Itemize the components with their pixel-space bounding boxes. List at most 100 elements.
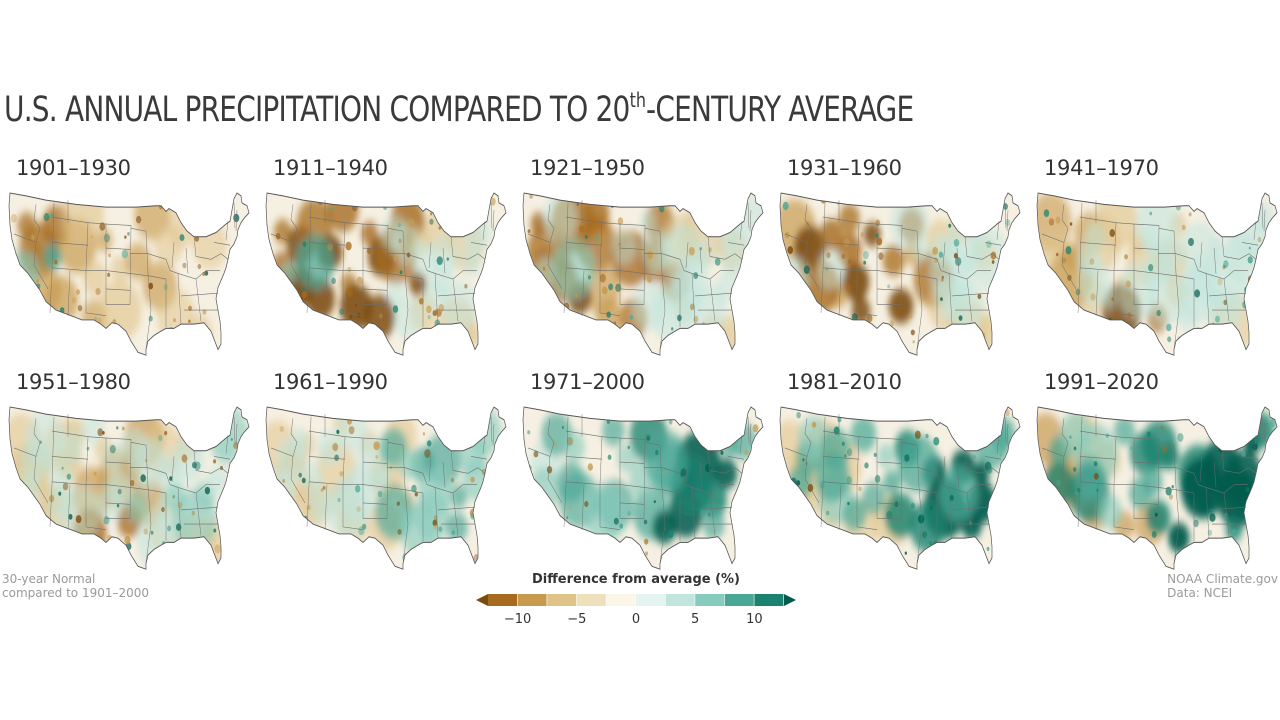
anomaly-speckle xyxy=(432,310,437,317)
anomaly-speckle xyxy=(289,528,292,532)
state-boundary xyxy=(709,278,716,322)
anomaly-speckle xyxy=(172,495,175,499)
anomaly-speckle xyxy=(204,486,211,495)
anomaly-speckle xyxy=(608,283,614,291)
dry-anomaly-area xyxy=(841,262,870,302)
anomaly-speckle xyxy=(914,430,921,440)
wet-anomaly-area xyxy=(101,442,123,472)
state-boundary xyxy=(308,202,312,271)
wet-anomaly-area xyxy=(1145,499,1171,535)
anomaly-speckle xyxy=(356,276,363,286)
anomaly-speckle xyxy=(62,482,69,491)
anomaly-speckle xyxy=(1068,309,1074,317)
anomaly-speckle xyxy=(164,430,168,436)
state-boundary xyxy=(527,418,555,457)
anomaly-speckle xyxy=(676,195,683,204)
anomaly-speckle xyxy=(383,343,389,351)
anomaly-speckle xyxy=(708,246,712,253)
anomaly-speckle xyxy=(186,408,191,415)
anomaly-speckle xyxy=(426,440,432,447)
anomaly-speckle xyxy=(608,323,613,330)
wet-anomaly-area xyxy=(542,193,577,243)
anomaly-speckle xyxy=(1157,344,1163,352)
anomaly-speckle xyxy=(426,305,432,314)
anomaly-speckle xyxy=(1107,558,1110,562)
wet-anomaly-area xyxy=(290,428,309,455)
state-boundary xyxy=(193,236,212,260)
state-boundary xyxy=(386,487,424,494)
anomaly-speckle xyxy=(714,198,720,207)
anomaly-speckle xyxy=(607,454,612,460)
state-boundary xyxy=(1213,247,1217,274)
anomaly-speckle xyxy=(751,334,756,340)
state-boundary xyxy=(13,204,41,243)
legend-arrow-dry xyxy=(476,594,488,606)
anomaly-speckle xyxy=(1263,277,1267,283)
footnote-left-line1: 30-year Normal xyxy=(2,572,96,586)
anomaly-speckle xyxy=(1069,435,1072,439)
anomaly-speckle xyxy=(578,225,585,233)
anomaly-speckle xyxy=(58,326,64,334)
anomaly-speckle xyxy=(373,441,380,451)
anomaly-speckle xyxy=(713,342,717,347)
anomaly-speckle xyxy=(97,428,104,437)
state-boundary xyxy=(1208,292,1247,297)
state-boundary xyxy=(1238,253,1257,260)
state-boundary xyxy=(876,288,902,291)
anomaly-speckle xyxy=(6,564,7,567)
wet-anomaly-area xyxy=(889,194,929,251)
state-boundary xyxy=(1213,461,1217,488)
state-boundary xyxy=(565,416,569,485)
state-boundary xyxy=(1079,216,1117,271)
state-boundary xyxy=(482,221,486,240)
dry-anomaly-area xyxy=(156,289,196,345)
anomaly-speckle xyxy=(54,259,58,265)
panel-period-label: 1961–1990 xyxy=(273,370,388,394)
state-boundary xyxy=(1079,416,1083,485)
wet-anomaly-area xyxy=(1097,494,1123,530)
state-boundary xyxy=(51,242,89,246)
anomaly-speckle xyxy=(306,504,311,511)
anomaly-speckle xyxy=(743,274,747,279)
state-boundary xyxy=(1263,423,1266,446)
anomaly-speckle xyxy=(355,485,361,493)
dry-anomaly-area xyxy=(98,279,142,341)
panel-period-label: 1921–1950 xyxy=(530,156,645,180)
anomaly-speckle xyxy=(986,546,990,552)
state-boundary xyxy=(619,288,645,291)
anomaly-speckle xyxy=(739,214,744,220)
state-boundary xyxy=(51,430,89,485)
state-boundary xyxy=(547,456,563,504)
anomaly-speckle xyxy=(1139,407,1146,412)
wet-anomaly-area xyxy=(929,244,972,304)
anomaly-speckle xyxy=(458,540,464,548)
anomaly-speckle xyxy=(721,547,726,553)
state-boundary xyxy=(956,247,960,274)
state-boundary xyxy=(981,467,1000,474)
state-boundary xyxy=(876,223,903,305)
anomaly-speckle xyxy=(191,510,195,516)
state-boundary xyxy=(727,242,745,246)
anomaly-speckle xyxy=(941,277,944,282)
anomaly-speckle xyxy=(787,246,794,254)
anomaly-speckle xyxy=(86,446,90,451)
state-boundary xyxy=(1133,502,1159,505)
state-boundary xyxy=(210,467,229,474)
anomaly-speckle xyxy=(1223,299,1228,306)
wet-anomaly-area xyxy=(909,501,946,553)
anomaly-speckle xyxy=(1162,445,1168,453)
anomaly-speckle xyxy=(745,557,751,565)
state-boundary xyxy=(171,242,175,268)
anomaly-speckle xyxy=(587,188,589,191)
state-boundary xyxy=(1223,278,1230,322)
footnote-source: NOAA Climate.gov Data: NCEI xyxy=(1167,572,1278,600)
state-boundary xyxy=(1241,242,1259,246)
state-boundary xyxy=(1061,456,1077,504)
anomaly-speckle xyxy=(1127,312,1132,319)
anomaly-speckle xyxy=(753,459,760,469)
anomaly-speckle xyxy=(161,507,165,513)
anomaly-speckle xyxy=(803,265,810,274)
state-boundary xyxy=(343,436,364,485)
anomaly-speckle xyxy=(1210,322,1216,330)
us-precipitation-map xyxy=(522,406,764,570)
